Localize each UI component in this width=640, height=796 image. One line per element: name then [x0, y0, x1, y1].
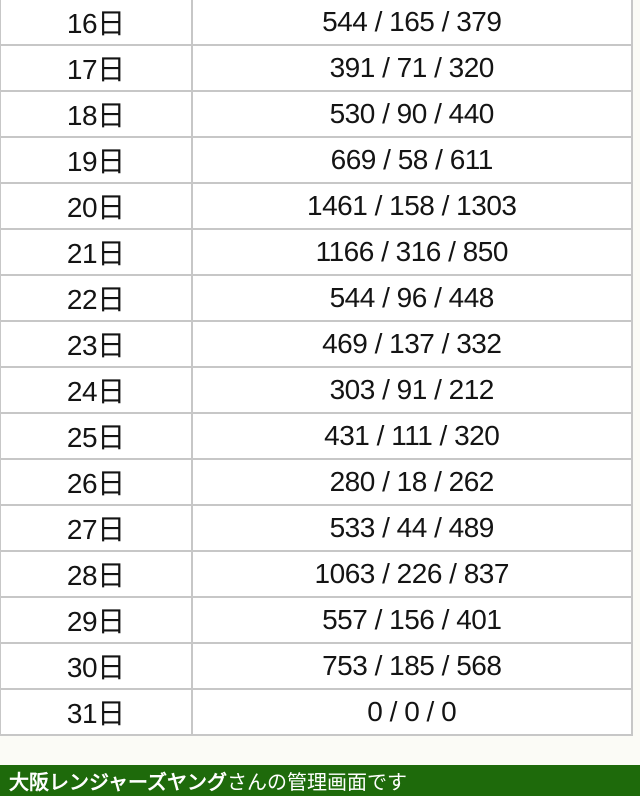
- day-cell: 22日: [0, 274, 193, 322]
- counts-cell: 1461 / 158 / 1303: [190, 182, 633, 230]
- day-cell: 23日: [0, 320, 193, 368]
- day-cell: 19日: [0, 136, 193, 184]
- counts-cell: 0 / 0 / 0: [190, 688, 633, 736]
- table-row: 24日 303 / 91 / 212: [0, 366, 633, 414]
- table-row: 21日 1166 / 316 / 850: [0, 228, 633, 276]
- table-row: 25日 431 / 111 / 320: [0, 412, 633, 460]
- day-cell: 26日: [0, 458, 193, 506]
- counts-cell: 431 / 111 / 320: [190, 412, 633, 460]
- table-row: 31日 0 / 0 / 0: [0, 688, 633, 736]
- day-cell: 20日: [0, 182, 193, 230]
- table-row: 27日 533 / 44 / 489: [0, 504, 633, 552]
- counts-cell: 303 / 91 / 212: [190, 366, 633, 414]
- table-row: 19日 669 / 58 / 611: [0, 136, 633, 184]
- daily-stats-table: 16日 544 / 165 / 379 17日 391 / 71 / 320 18日 53…: [0, 0, 633, 736]
- counts-cell: 1063 / 226 / 837: [190, 550, 633, 598]
- table-row: 28日 1063 / 226 / 837: [0, 550, 633, 598]
- counts-cell: 391 / 71 / 320: [190, 44, 633, 92]
- table-row: 17日 391 / 71 / 320: [0, 44, 633, 92]
- counts-cell: 469 / 137 / 332: [190, 320, 633, 368]
- counts-cell: 544 / 165 / 379: [190, 0, 633, 46]
- day-cell: 24日: [0, 366, 193, 414]
- table-row: 30日 753 / 185 / 568: [0, 642, 633, 690]
- day-cell: 17日: [0, 44, 193, 92]
- team-name: 大阪レンジャーズヤング: [9, 772, 227, 794]
- table-row: 22日 544 / 96 / 448: [0, 274, 633, 322]
- day-cell: 16日: [0, 0, 193, 46]
- table-row: 18日 530 / 90 / 440: [0, 90, 633, 138]
- counts-cell: 669 / 58 / 611: [190, 136, 633, 184]
- day-cell: 30日: [0, 642, 193, 690]
- counts-cell: 544 / 96 / 448: [190, 274, 633, 322]
- table-row: 26日 280 / 18 / 262: [0, 458, 633, 506]
- table-row: 29日 557 / 156 / 401: [0, 596, 633, 644]
- counts-cell: 280 / 18 / 262: [190, 458, 633, 506]
- day-cell: 28日: [0, 550, 193, 598]
- table-row: 20日 1461 / 158 / 1303: [0, 182, 633, 230]
- counts-cell: 530 / 90 / 440: [190, 90, 633, 138]
- day-cell: 18日: [0, 90, 193, 138]
- admin-footer-bar: 大阪レンジャーズヤング さんの管理画面です: [0, 765, 640, 796]
- day-cell: 25日: [0, 412, 193, 460]
- day-cell: 21日: [0, 228, 193, 276]
- counts-cell: 533 / 44 / 489: [190, 504, 633, 552]
- day-cell: 29日: [0, 596, 193, 644]
- daily-stats-tbody: 16日 544 / 165 / 379 17日 391 / 71 / 320 18日 53…: [0, 0, 633, 736]
- counts-cell: 1166 / 316 / 850: [190, 228, 633, 276]
- admin-screen-label: さんの管理画面です: [227, 772, 407, 794]
- table-row: 16日 544 / 165 / 379: [0, 0, 633, 46]
- day-cell: 27日: [0, 504, 193, 552]
- counts-cell: 753 / 185 / 568: [190, 642, 633, 690]
- counts-cell: 557 / 156 / 401: [190, 596, 633, 644]
- table-row: 23日 469 / 137 / 332: [0, 320, 633, 368]
- day-cell: 31日: [0, 688, 193, 736]
